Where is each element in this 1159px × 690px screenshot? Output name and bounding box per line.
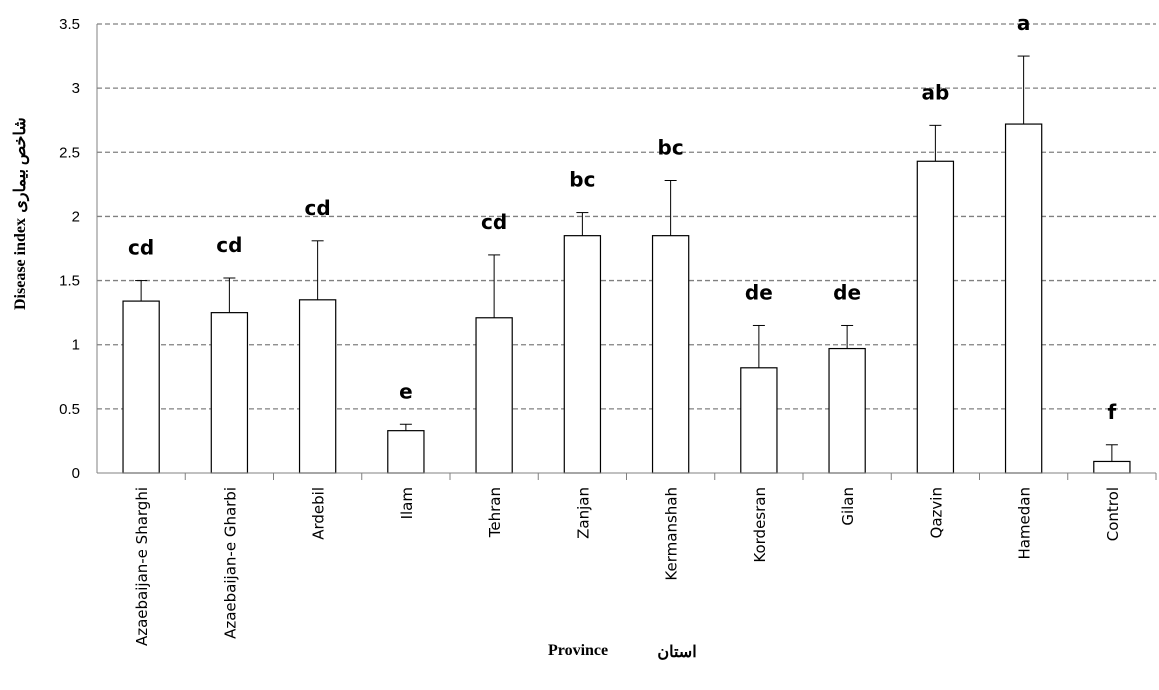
y-tick-label: 2.5 (59, 144, 80, 161)
x-tick-label: Kermanshah (663, 487, 681, 581)
x-tick-label: Tehran (486, 487, 504, 538)
y-tick-label: 0 (72, 465, 80, 482)
x-tick-label: Ardebil (310, 487, 328, 540)
x-tick-label: Kordesran (751, 487, 769, 563)
significance-label: a (1017, 11, 1031, 35)
x-tick-label: Gilan (839, 487, 857, 526)
y-tick-label: 0.5 (59, 401, 80, 418)
gridlines (97, 23, 1156, 410)
y-tick-label: 1.5 (59, 273, 80, 290)
y-axis-label-fa: شاخص بیماری (12, 117, 30, 212)
bar (122, 300, 160, 474)
x-axis-label-en: Province (548, 642, 608, 659)
bar (210, 312, 249, 474)
x-tick-label: Hamedan (1016, 487, 1034, 560)
bar (563, 235, 602, 474)
bar (298, 299, 337, 474)
y-tick-label: 3 (72, 80, 80, 97)
error-bars (135, 55, 1118, 462)
x-tick-labels: Azaebaijan-e Sharghi Azaebaijan-e Gharbi A… (133, 487, 1122, 646)
significance-label: bc (658, 136, 684, 160)
significance-label: cd (481, 210, 507, 234)
bar (916, 160, 955, 474)
significance-label: ab (921, 80, 949, 104)
bar (651, 235, 690, 474)
bars (122, 123, 1131, 474)
y-tick-label: 1 (72, 337, 80, 354)
significance-label: e (399, 379, 413, 403)
y-tick-label: 2 (72, 208, 80, 225)
bar (475, 317, 513, 474)
x-tick-label: Azaebaijan-e Gharbi (221, 487, 239, 639)
x-tick-label: Azaebaijan-e Sharghi (133, 487, 151, 646)
x-tick-label: Control (1104, 487, 1122, 541)
y-axis-label-en: Disease index (12, 218, 29, 310)
bar (1093, 460, 1131, 474)
bar (828, 347, 866, 474)
y-tick-labels: 0 0.5 1 1.5 2 2.5 3 3.5 (59, 16, 80, 482)
significance-label: de (745, 280, 773, 304)
bar (1004, 123, 1043, 474)
bar (387, 430, 425, 474)
significance-label: de (833, 280, 861, 304)
y-tick-label: 3.5 (59, 16, 80, 33)
x-tick-label: Ilam (398, 487, 416, 519)
x-tick-label: Zanjan (574, 487, 592, 539)
significance-label: bc (569, 168, 595, 192)
x-tick-label: Qazvin (927, 487, 945, 538)
significance-label: cd (305, 196, 331, 220)
significance-labels: cd cd cd e cd bc bc de de ab a f (128, 11, 1116, 424)
bar (740, 367, 778, 474)
significance-label: cd (216, 233, 242, 257)
significance-label: f (1108, 400, 1117, 424)
axes (96, 24, 1157, 480)
x-axis-label-fa: استان (657, 644, 696, 661)
significance-label: cd (128, 236, 154, 260)
